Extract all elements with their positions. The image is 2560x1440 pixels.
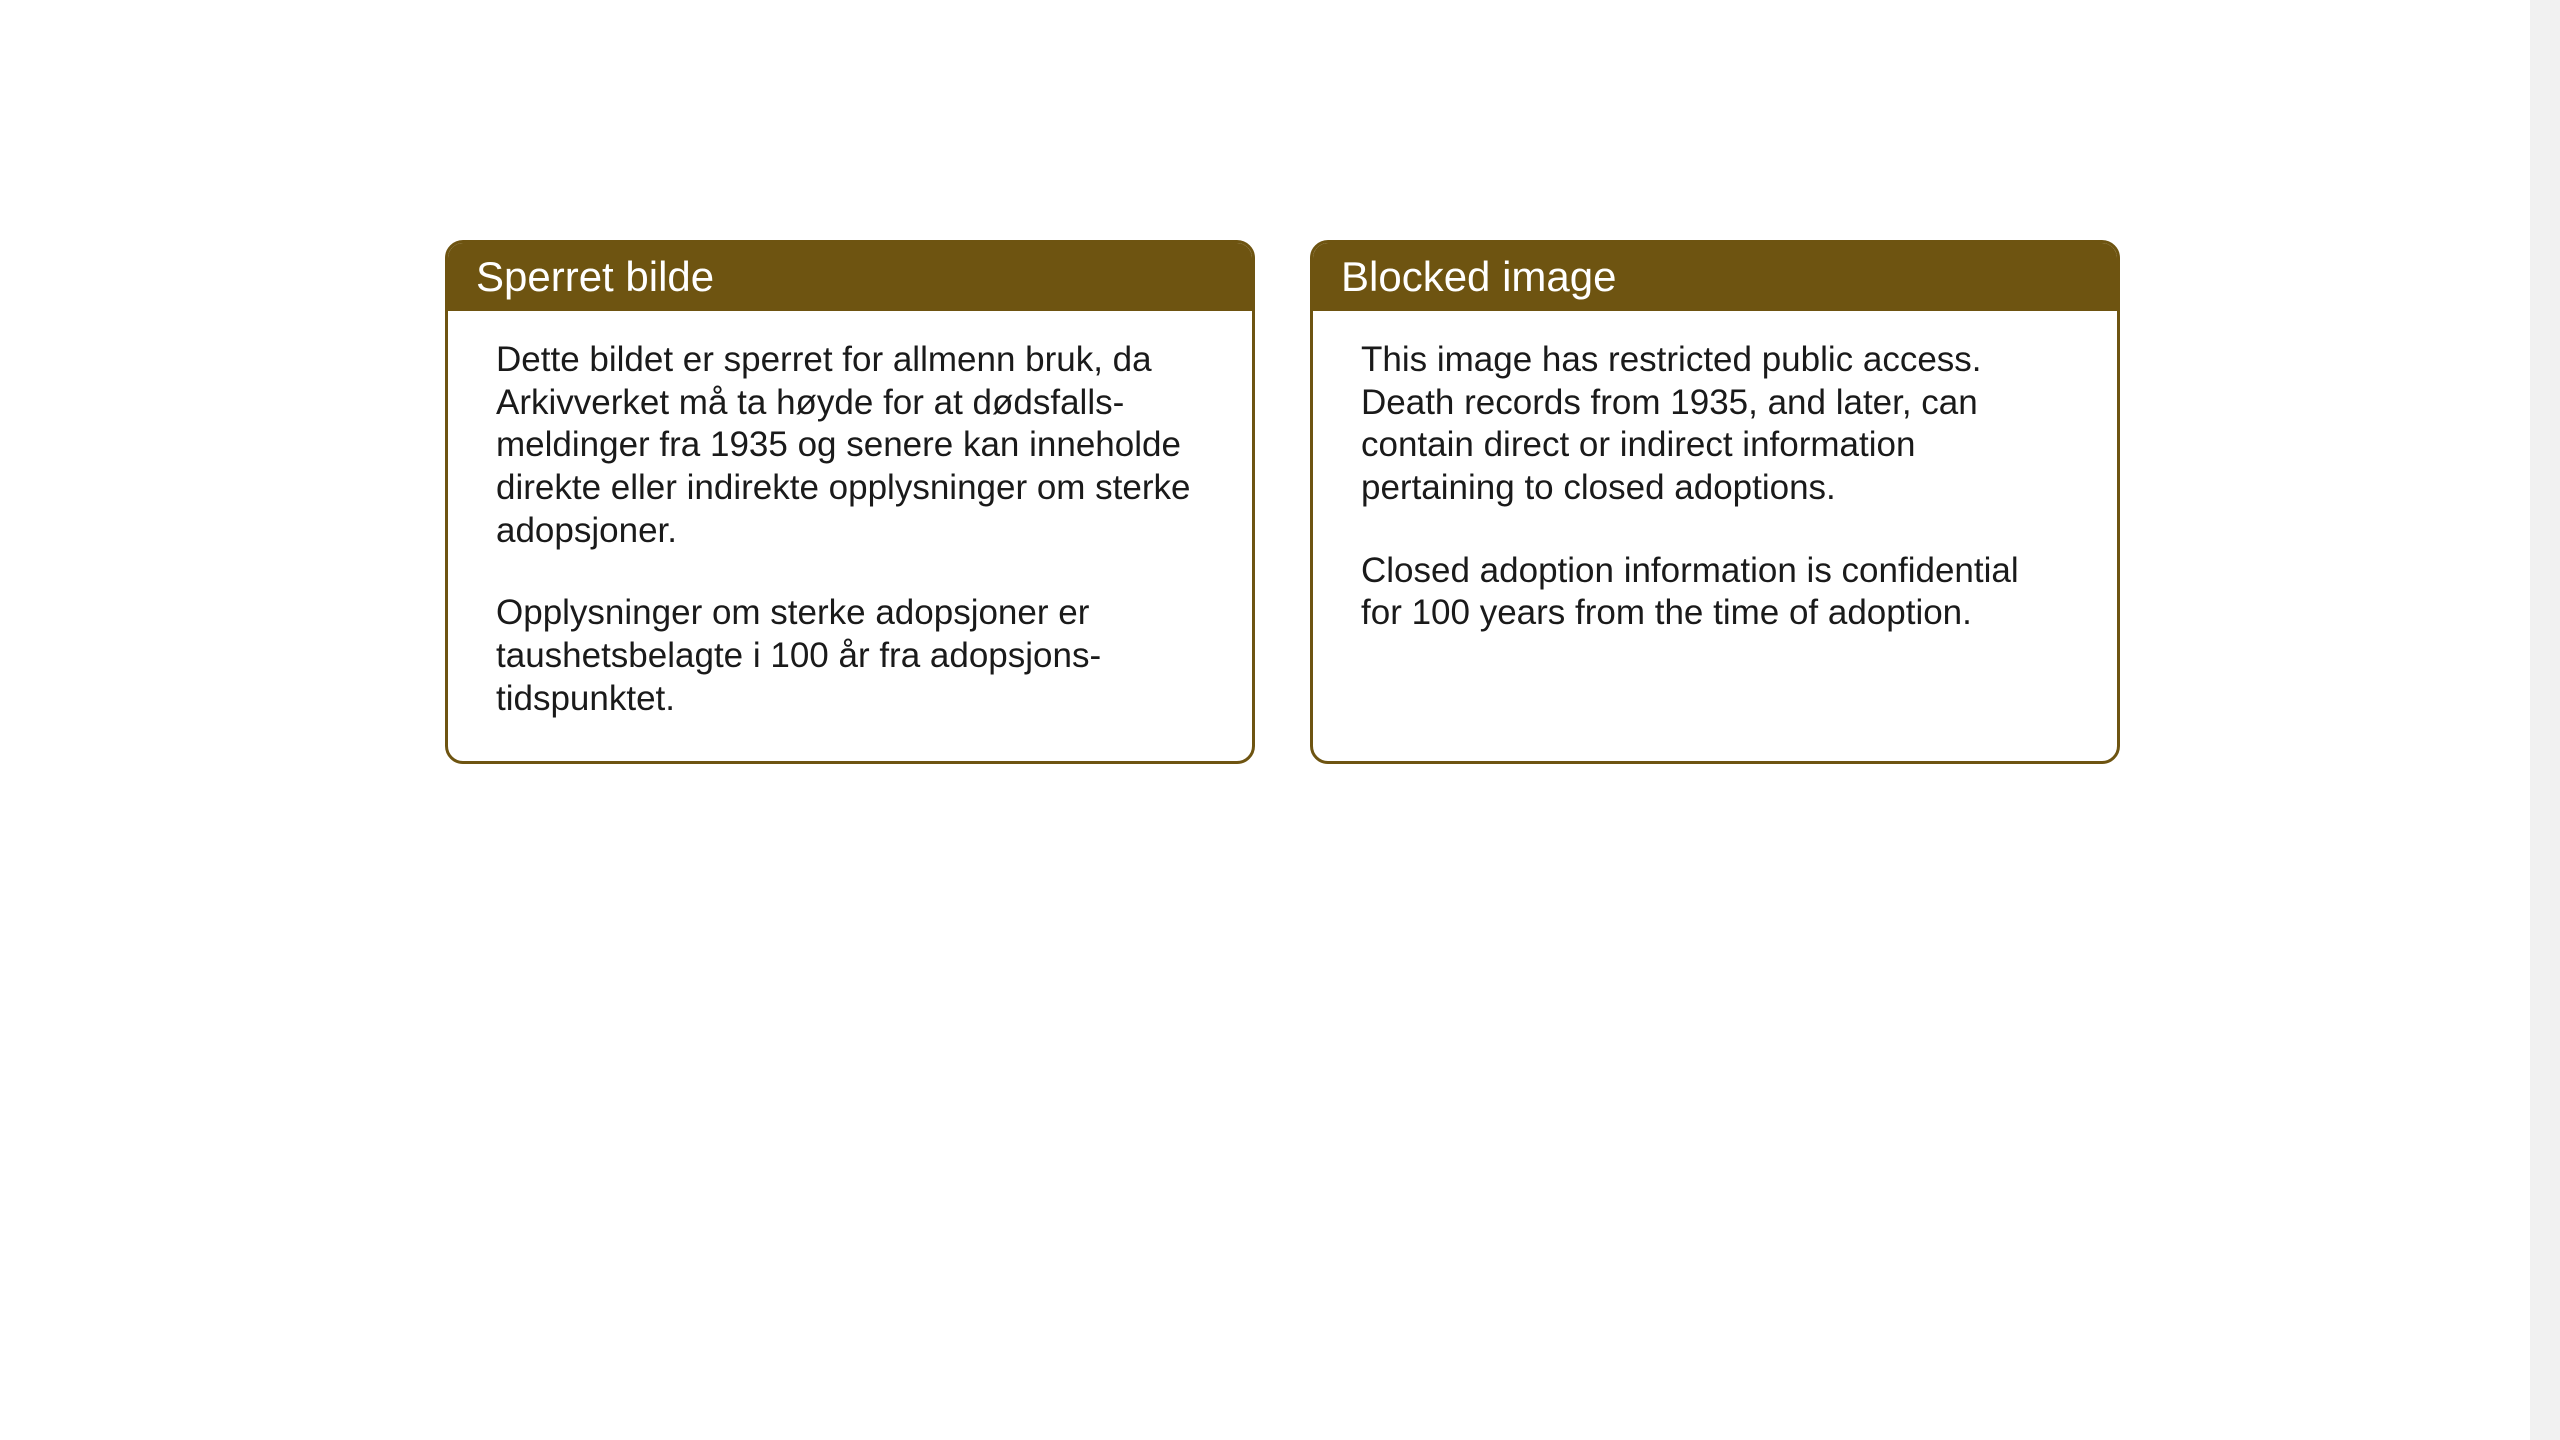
card-paragraph-1-norwegian: Dette bildet er sperret for allmenn bruk… — [496, 339, 1204, 552]
card-title-norwegian: Sperret bilde — [476, 253, 714, 300]
card-paragraph-2-english: Closed adoption information is confident… — [1361, 550, 2069, 635]
card-body-norwegian: Dette bildet er sperret for allmenn bruk… — [448, 311, 1252, 761]
notice-card-english: Blocked image This image has restricted … — [1310, 240, 2120, 764]
card-paragraph-1-english: This image has restricted public access.… — [1361, 339, 2069, 510]
card-body-english: This image has restricted public access.… — [1313, 311, 2117, 675]
card-header-english: Blocked image — [1313, 243, 2117, 311]
card-paragraph-2-norwegian: Opplysninger om sterke adopsjoner er tau… — [496, 592, 1204, 720]
card-title-english: Blocked image — [1341, 253, 1616, 300]
scrollbar-track[interactable] — [2530, 0, 2560, 1440]
notice-card-norwegian: Sperret bilde Dette bildet er sperret fo… — [445, 240, 1255, 764]
notice-container: Sperret bilde Dette bildet er sperret fo… — [445, 240, 2120, 764]
card-header-norwegian: Sperret bilde — [448, 243, 1252, 311]
